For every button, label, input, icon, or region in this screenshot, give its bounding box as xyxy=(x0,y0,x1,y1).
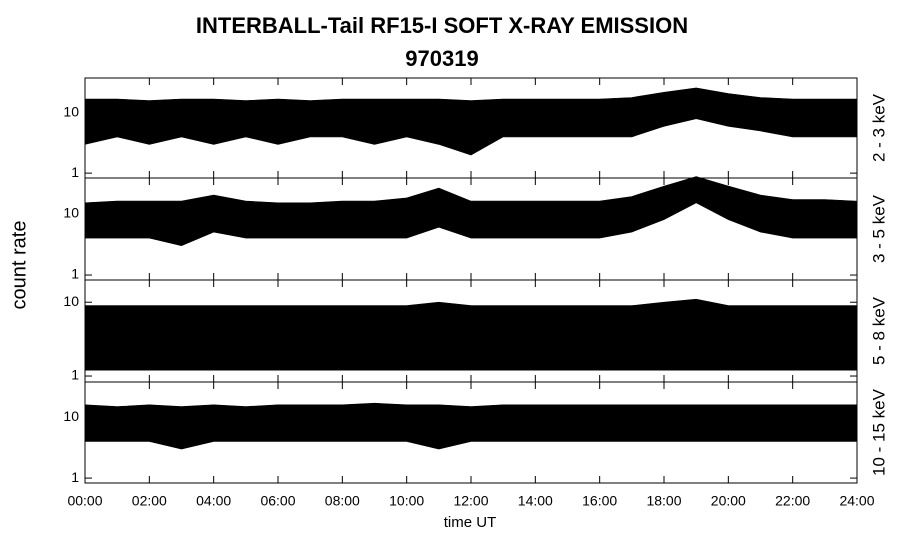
x-tick-label: 18:00 xyxy=(646,493,681,509)
chart-subtitle: 970319 xyxy=(405,46,478,71)
x-tick-label: 22:00 xyxy=(775,493,810,509)
y-tick-label: 10 xyxy=(63,293,79,309)
y-tick-label: 1 xyxy=(71,266,79,282)
x-tick-label: 00:00 xyxy=(67,493,102,509)
x-tick-label: 04:00 xyxy=(196,493,231,509)
y-tick-label: 1 xyxy=(71,164,79,180)
x-axis-label: time UT xyxy=(444,514,497,531)
y-tick-label: 10 xyxy=(63,408,79,424)
panel-label: 2 - 3 keV xyxy=(869,93,888,162)
x-tick-label: 10:00 xyxy=(389,493,424,509)
count-band xyxy=(84,402,858,450)
x-tick-label: 16:00 xyxy=(582,493,617,509)
x-tick-label: 24:00 xyxy=(839,493,874,509)
x-tick-label: 02:00 xyxy=(132,493,167,509)
y-tick-label: 1 xyxy=(71,469,79,485)
x-tick-label: 14:00 xyxy=(518,493,553,509)
y-tick-label: 10 xyxy=(63,104,79,120)
x-tick-label: 12:00 xyxy=(453,493,488,509)
panel-label: 3 - 5 keV xyxy=(869,194,888,263)
chart-title: INTERBALL-Tail RF15-I SOFT X-RAY EMISSIO… xyxy=(196,13,688,38)
y-axis-label: count rate xyxy=(8,221,30,310)
y-tick-label: 1 xyxy=(71,367,79,383)
panel-label: 5 - 8 keV xyxy=(869,296,888,365)
y-tick-label: 10 xyxy=(63,204,79,220)
panel-label: 10 - 15 keV xyxy=(869,388,888,476)
count-band xyxy=(84,176,858,247)
x-tick-label: 20:00 xyxy=(711,493,746,509)
x-tick-label: 06:00 xyxy=(260,493,295,509)
count-band xyxy=(84,298,858,371)
x-tick-label: 08:00 xyxy=(325,493,360,509)
count-band xyxy=(84,87,858,156)
